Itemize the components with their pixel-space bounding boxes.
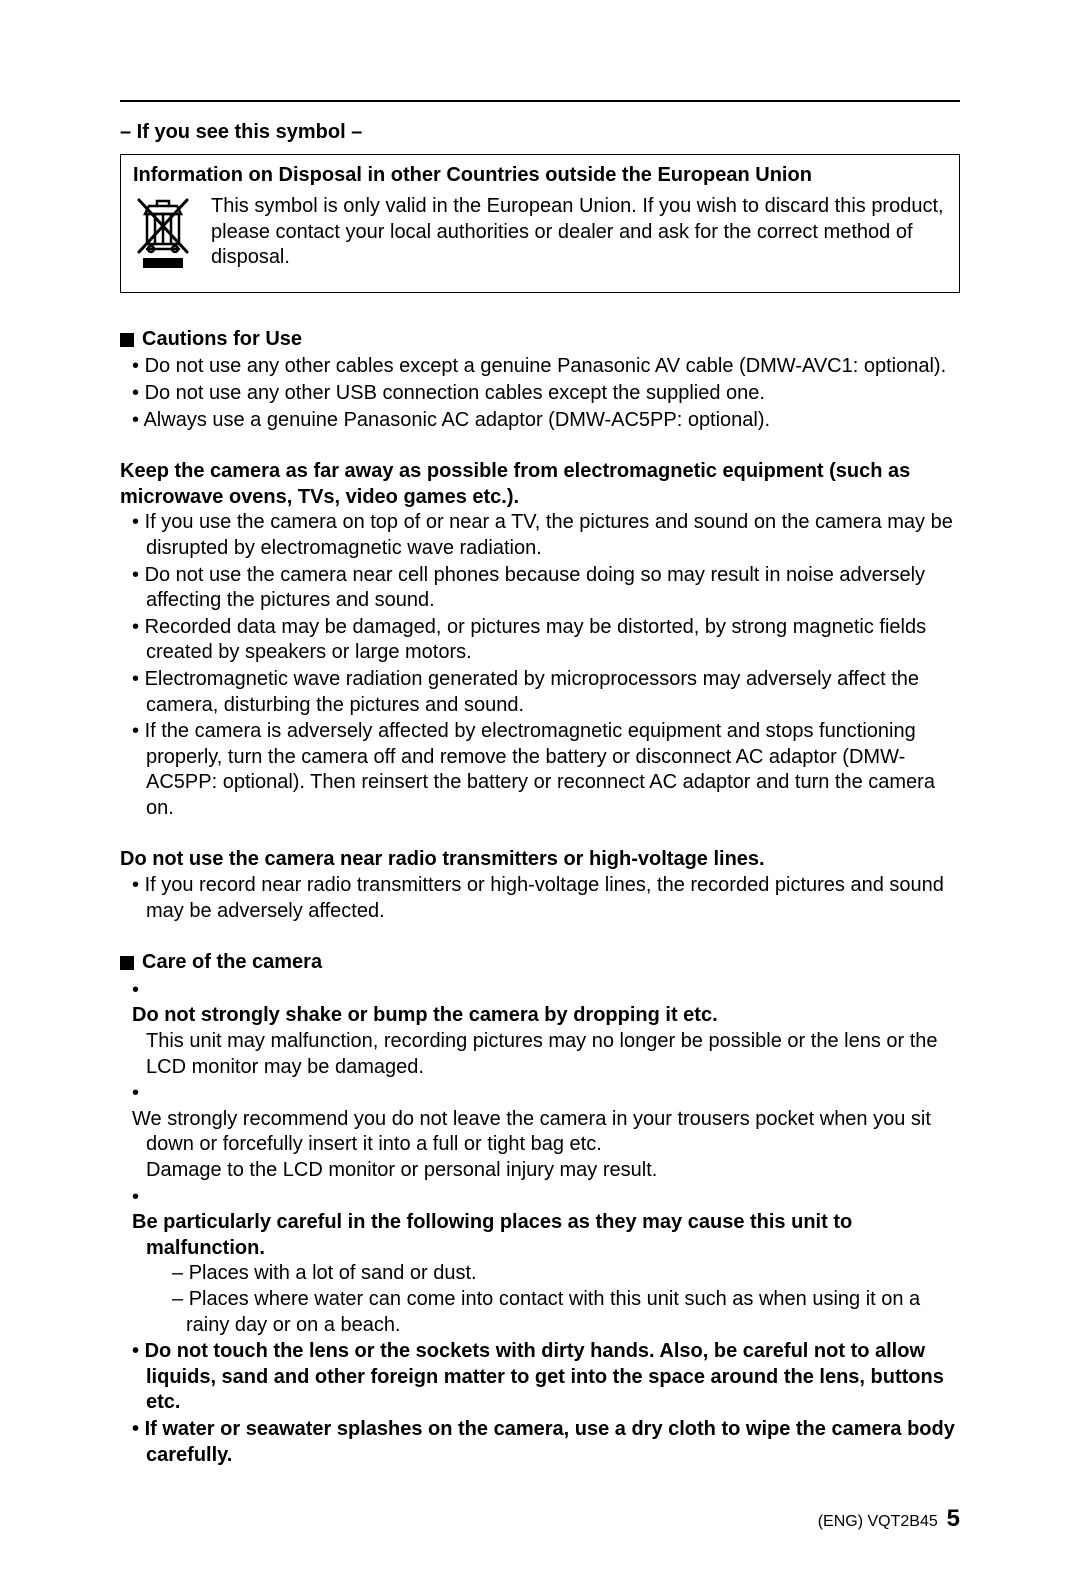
- cautions-heading: Cautions for Use: [120, 327, 960, 353]
- disposal-box: Information on Disposal in other Countri…: [120, 154, 960, 293]
- page-footer: (ENG) VQT2B45 5: [120, 1504, 960, 1535]
- list-item: Do not strongly shake or bump the camera…: [120, 978, 960, 1080]
- em-heading: Keep the camera as far away as possible …: [120, 459, 960, 510]
- list-item: Recorded data may be damaged, or picture…: [120, 615, 960, 666]
- square-marker-icon: [120, 956, 134, 970]
- care-list: Do not strongly shake or bump the camera…: [120, 978, 960, 1468]
- radio-section: Do not use the camera near radio transmi…: [120, 847, 960, 924]
- square-marker-icon: [120, 333, 134, 347]
- list-item: Do not use any other USB connection cabl…: [120, 381, 960, 407]
- cautions-list: Do not use any other cables except a gen…: [120, 354, 960, 433]
- care-b1-bold: Do not strongly shake or bump the camera…: [146, 1003, 960, 1029]
- list-item: If you record near radio transmitters or…: [120, 873, 960, 924]
- cautions-heading-text: Cautions for Use: [142, 327, 302, 353]
- care-b3-sublist: Places with a lot of sand or dust. Place…: [146, 1261, 960, 1338]
- care-b2-a: We strongly recommend you do not leave t…: [146, 1107, 960, 1158]
- list-item: Do not use the camera near cell phones b…: [120, 563, 960, 614]
- list-item: Places with a lot of sand or dust.: [146, 1261, 960, 1287]
- care-b3-bold: Be particularly careful in the following…: [146, 1210, 960, 1261]
- disposal-title: Information on Disposal in other Countri…: [133, 163, 947, 189]
- list-item: Be particularly careful in the following…: [120, 1185, 960, 1339]
- care-heading: Care of the camera: [120, 950, 960, 976]
- radio-heading: Do not use the camera near radio transmi…: [120, 847, 960, 873]
- care-b2-b: Damage to the LCD monitor or personal in…: [146, 1158, 960, 1184]
- weee-bin-icon: [133, 194, 193, 282]
- disposal-body-text: This symbol is only valid in the Europea…: [211, 194, 947, 271]
- radio-list: If you record near radio transmitters or…: [120, 873, 960, 924]
- list-item: Always use a genuine Panasonic AC adapto…: [120, 408, 960, 434]
- list-item: If the camera is adversely affected by e…: [120, 719, 960, 821]
- list-item: Do not use any other cables except a gen…: [120, 354, 960, 380]
- list-item: If you use the camera on top of or near …: [120, 510, 960, 561]
- list-item: We strongly recommend you do not leave t…: [120, 1081, 960, 1183]
- footer-code: (ENG) VQT2B45: [818, 1513, 938, 1530]
- top-rule: [120, 100, 960, 102]
- symbol-lead: – If you see this symbol –: [120, 120, 960, 146]
- care-b1-rest: This unit may malfunction, recording pic…: [146, 1029, 960, 1080]
- em-list: If you use the camera on top of or near …: [120, 510, 960, 821]
- page-number: 5: [947, 1505, 960, 1532]
- list-item: Places where water can come into contact…: [146, 1287, 960, 1338]
- list-item: Electromagnetic wave radiation generated…: [120, 667, 960, 718]
- em-section: Keep the camera as far away as possible …: [120, 459, 960, 821]
- list-item: If water or seawater splashes on the cam…: [120, 1417, 960, 1468]
- care-heading-text: Care of the camera: [142, 950, 322, 976]
- list-item: Do not touch the lens or the sockets wit…: [120, 1339, 960, 1416]
